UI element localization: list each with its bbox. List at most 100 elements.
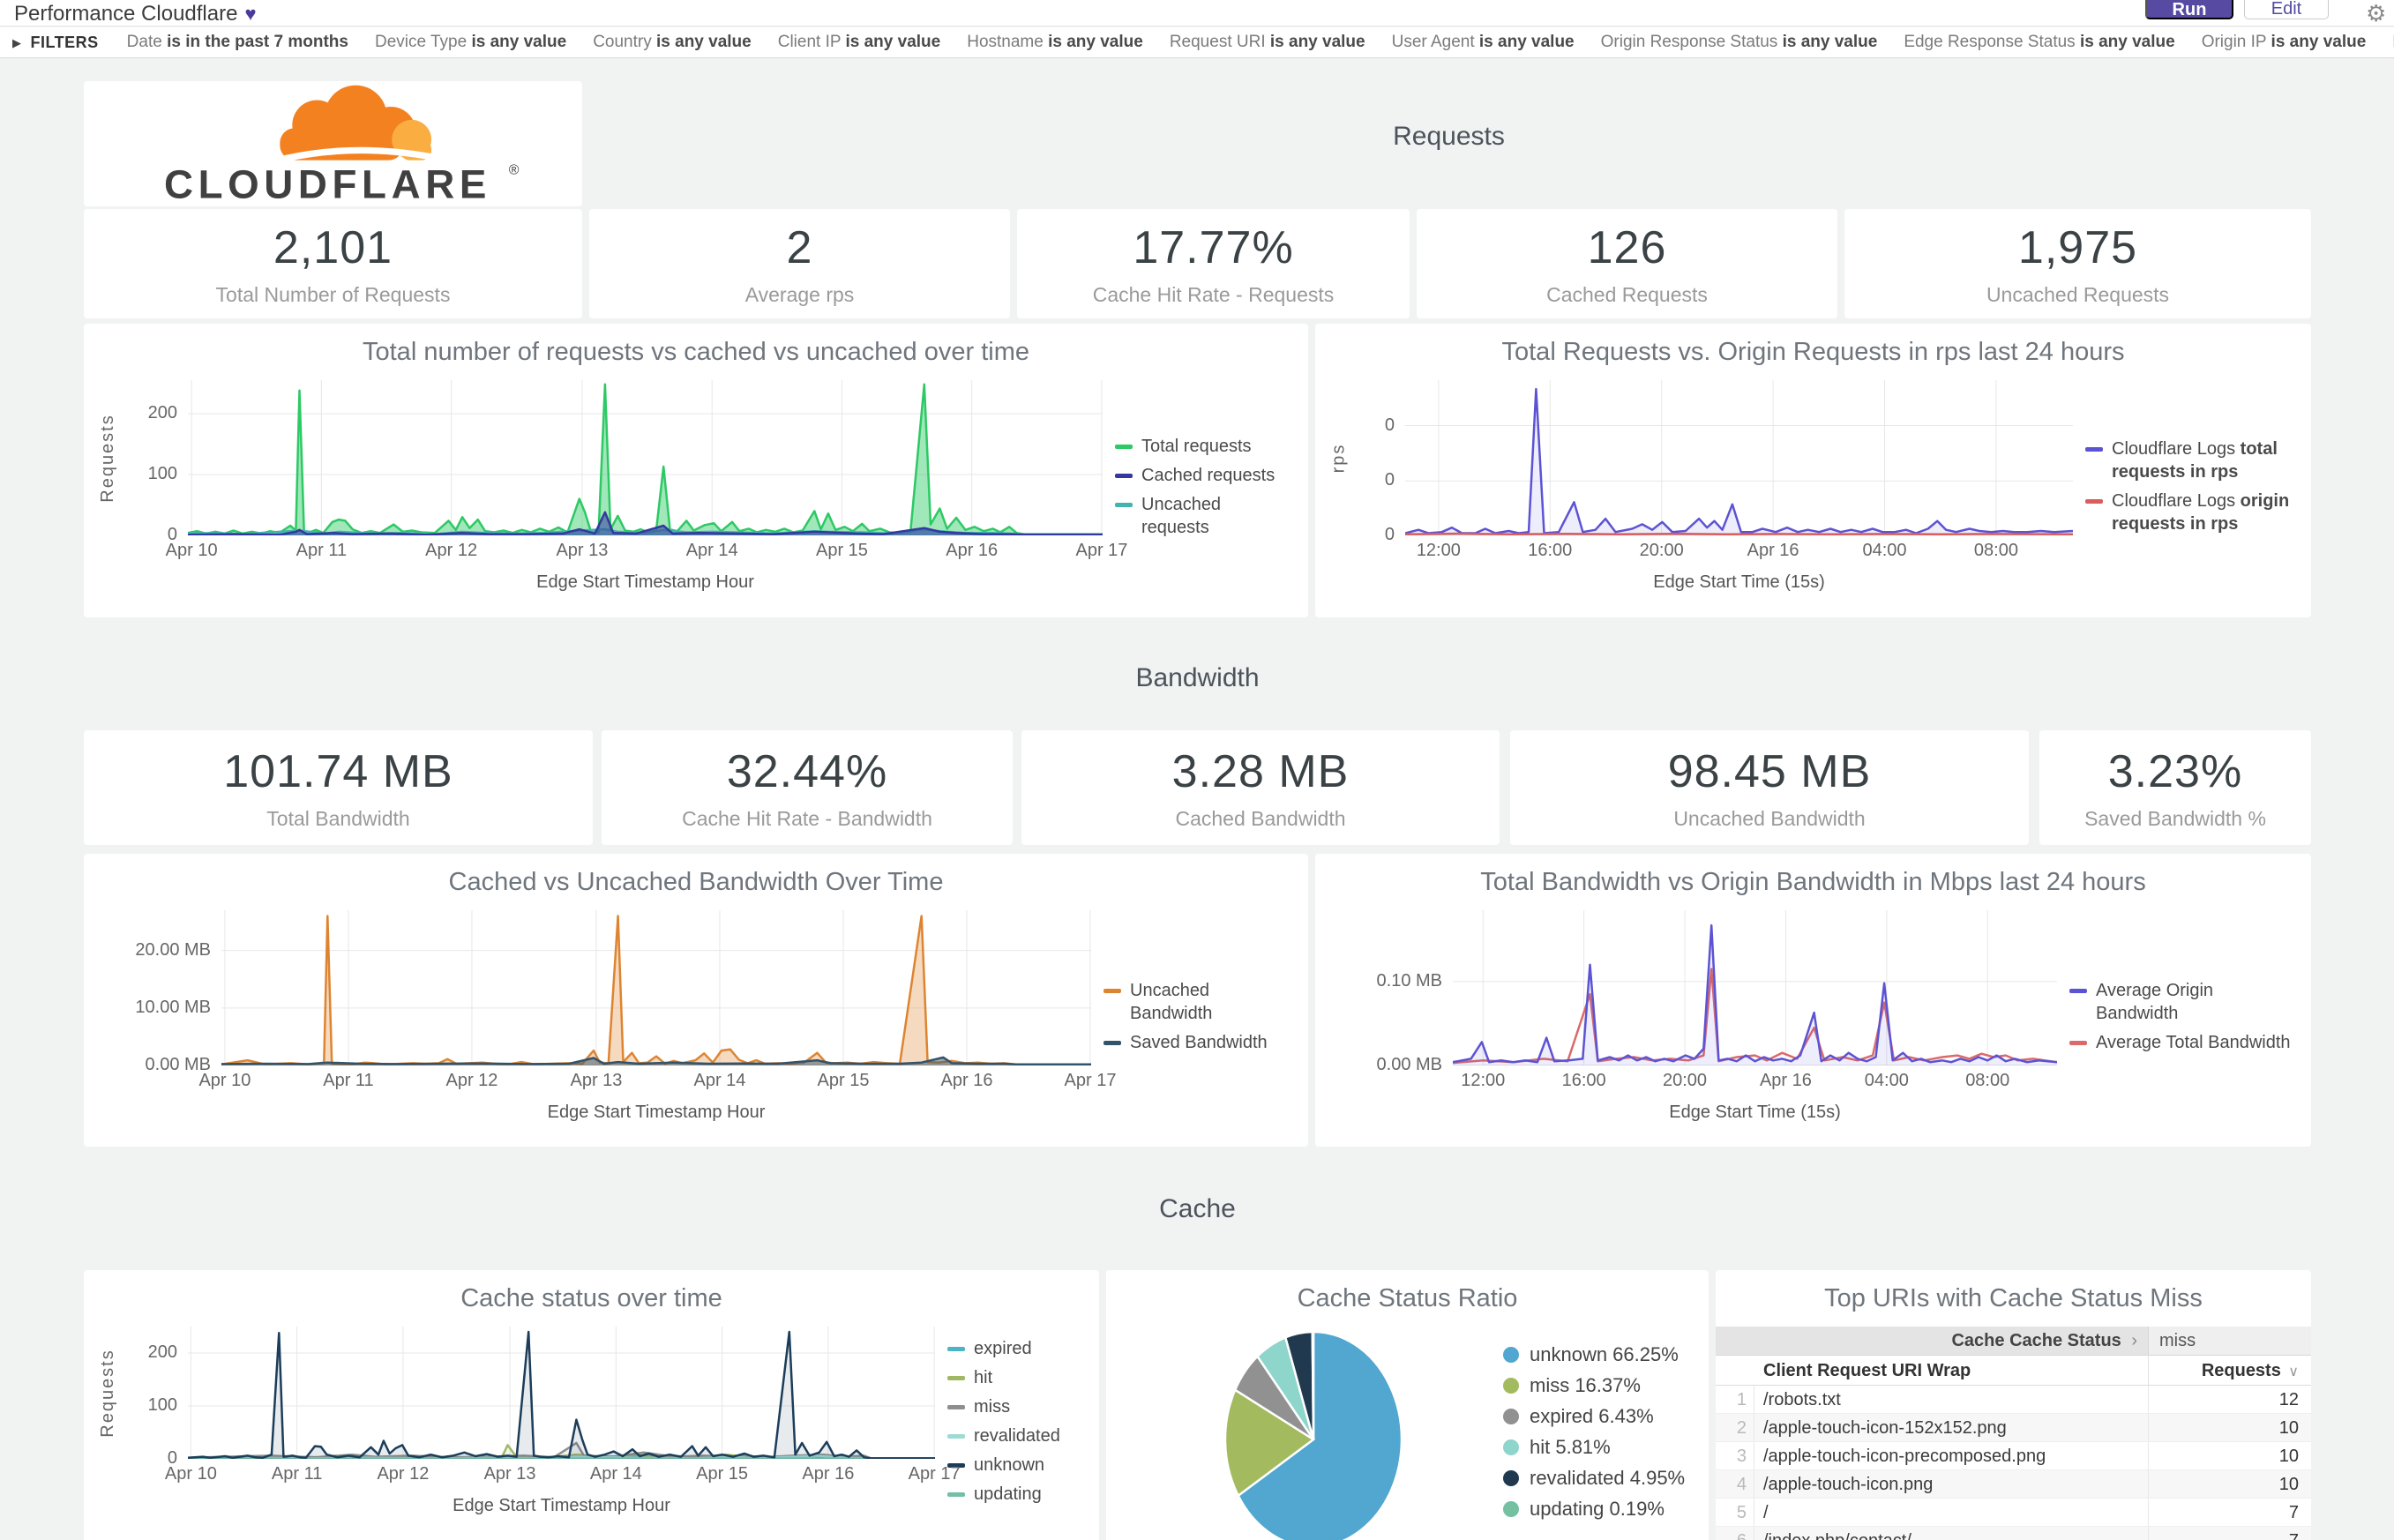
table-row[interactable]: 2/apple-touch-icon-152x152.png 10 [1716, 1414, 2311, 1442]
pie-legend-item-miss: miss 16.37% [1503, 1374, 1685, 1397]
gear-icon[interactable]: ⚙ [2366, 0, 2387, 26]
legend-swatch-icon [947, 1492, 965, 1497]
x-tick-label: Apr 17 [908, 1464, 961, 1484]
filters-toggle[interactable]: ▶ FILTERS [12, 34, 99, 52]
chart-title: Total number of requests vs cached vs un… [363, 338, 1029, 366]
chart-cache-status-over-time: Cache status over time Requests 0 100 200 Apr… [84, 1270, 1099, 1540]
kpi-value: 1,975 [2017, 221, 2138, 273]
legend-item: Average Total Bandwidth [2069, 1031, 2295, 1054]
pie-legend-label: expired 6.43% [1530, 1405, 1654, 1427]
pie-legend-item-expired: expired 6.43% [1503, 1405, 1685, 1428]
x-tick-label: Apr 17 [1075, 541, 1128, 560]
table-header-row: Client Request URI Wrap Requests ∨ [1716, 1356, 2311, 1386]
filter-item-rayid[interactable]: RayID is any valu... [2392, 33, 2394, 51]
filter-item-origin-response-status[interactable]: Origin Response Status is any value [1600, 33, 1878, 51]
legend-label: Cached requests [1141, 465, 1276, 485]
edit-button[interactable]: Edit [2244, 0, 2329, 19]
x-tick-label: Apr 12 [425, 541, 478, 560]
x-tick-label: Apr 14 [589, 1464, 642, 1484]
legend-swatch-icon [947, 1405, 965, 1409]
x-tick-label: 16:00 [1528, 541, 1573, 560]
cell-requests: 7 [2148, 1527, 2311, 1540]
kpi-row-requests: 2,101 Total Number of Requests 2 Average rp… [0, 209, 2394, 318]
kpi-card-total-bandwidth: 101.74 MB Total Bandwidth [84, 730, 593, 845]
y-tick-label: 100 [147, 463, 177, 483]
cell-requests: 10 [2148, 1414, 2311, 1441]
x-tick-label: Apr 10 [165, 541, 218, 560]
table-title: Top URIs with Cache Status Miss [1824, 1284, 2203, 1312]
filter-item-edge-response-status[interactable]: Edge Response Status is any value [1904, 33, 2175, 51]
table-row[interactable]: 6/index.php/contact/7 [1716, 1527, 2311, 1540]
x-axis-ticks: Apr 10 Apr 11 Apr 12 Apr 13 Apr 14 Apr 15 Apr … [165, 1464, 961, 1491]
x-tick-label: Apr 15 [696, 1464, 749, 1484]
kpi-label: Total Number of Requests [215, 282, 451, 306]
legend-item: revalidated [947, 1424, 1083, 1447]
legend-swatch-icon [1115, 444, 1133, 449]
legend-dot-icon [1503, 1347, 1519, 1363]
pie-legend-item-unknown: unknown 66.25% [1503, 1343, 1685, 1366]
legend-item: hit [947, 1366, 1083, 1389]
filter-item-hostname[interactable]: Hostname is any value [967, 33, 1143, 51]
cell-uri: /apple-touch-icon.png [1763, 1475, 1934, 1494]
x-tick-label: 08:00 [1965, 1071, 2010, 1090]
x-axis-title: Edge Start Time (15s) [1669, 1103, 1841, 1122]
table-row[interactable]: 4/apple-touch-icon.png 10 [1716, 1470, 2311, 1499]
filter-item-date[interactable]: Date is in the past 7 months [126, 33, 348, 51]
table-row[interactable]: 1/robots.txt 12 [1716, 1386, 2311, 1414]
x-tick-label: Apr 14 [693, 1071, 746, 1090]
chevron-right-icon: › [2126, 1331, 2137, 1350]
kpi-card-cache-hit-rate-bandwidth: 32.44% Cache Hit Rate - Bandwidth [602, 730, 1013, 845]
x-tick-label: Apr 14 [685, 541, 738, 560]
legend-label: Uncached Bandwidth [1130, 981, 1213, 1023]
legend-label: revalidated [974, 1426, 1060, 1446]
x-tick-label: 16:00 [1561, 1071, 1606, 1090]
chart-requests-rps-24h: Total Requests vs. Origin Requests in rp… [1315, 324, 2311, 617]
filter-item-origin-ip[interactable]: Origin IP is any value [2201, 33, 2367, 51]
pie-legend-label: unknown 66.25% [1530, 1343, 1679, 1365]
table-row[interactable]: 5 / 7 [1716, 1499, 2311, 1527]
kpi-card-uncached-requests: 1,975 Uncached Requests [1844, 209, 2311, 318]
plot-area [221, 910, 1091, 1066]
column-header-requests[interactable]: Requests ∨ [2148, 1356, 2311, 1385]
kpi-value: 126 [1587, 221, 1667, 273]
kpi-card-total-number-of-requests: 2,101 Total Number of Requests [84, 209, 582, 318]
req_time-plot-svg [187, 380, 1103, 536]
filter-item-user-agent[interactable]: User Agent is any value [1391, 33, 1575, 51]
filter-item-client-ip[interactable]: Client IP is any value [777, 33, 941, 51]
filter-item-country[interactable]: Country is any value [593, 33, 752, 51]
kpi-value: 17.77% [1133, 221, 1294, 273]
legend-label: Average Total Bandwidth [2096, 1033, 2291, 1052]
column-header-uri[interactable]: Client Request URI Wrap [1763, 1361, 1971, 1380]
chart-title: Cache Status Ratio [1297, 1284, 1518, 1312]
kpi-label: Uncached Requests [1986, 282, 2170, 306]
table-row[interactable]: 3/apple-touch-icon-precomposed.png 10 [1716, 1442, 2311, 1470]
legend-label: hit [974, 1368, 993, 1387]
section-title-requests: Requests [1393, 122, 1505, 151]
x-axis-ticks: 12:00 16:00 20:00 Apr 16 04:00 08:00 [1453, 1071, 2057, 1097]
filter-item-request-uri[interactable]: Request URI is any value [1169, 33, 1365, 51]
data-table: Cache Cache Status › miss Client Request… [1716, 1327, 2311, 1540]
filter-item-device-type[interactable]: Device Type is any value [374, 33, 567, 51]
chart-bandwidth-over-time: Cached vs Uncached Bandwidth Over Time 0.… [84, 854, 1308, 1147]
y-tick-label: 0 [1384, 470, 1395, 490]
x-tick-label: Apr 15 [815, 541, 868, 560]
plot-area [1404, 380, 2074, 536]
run-button[interactable]: Run [2145, 0, 2233, 19]
kpi-value: 3.28 MB [1171, 745, 1350, 797]
dashboard-canvas: CLOUDFLARE ® Requests Bandwidth Cache 2,… [0, 58, 2394, 1540]
pivot-field-label[interactable]: Cache Cache Status › [1716, 1327, 2148, 1355]
x-tick-label: Apr 11 [271, 1464, 323, 1484]
x-tick-label: 20:00 [1639, 541, 1684, 560]
y-tick-label: 0 [1384, 525, 1395, 544]
legend-swatch-icon [947, 1434, 965, 1439]
pie-slice-miss[interactable] [1223, 1387, 1316, 1498]
cell-uri: / [1763, 1503, 1769, 1522]
legend-label: Average Origin Bandwidth [2096, 981, 2214, 1023]
table-top-uris-cache-miss: Top URIs with Cache Status Miss Cache Ca… [1716, 1270, 2311, 1540]
legend-item: Uncached requests [1115, 493, 1292, 539]
x-axis-title: Edge Start Timestamp Hour [547, 1103, 766, 1122]
x-tick-label: 08:00 [1973, 541, 2018, 560]
pie-slice-unknown[interactable] [1237, 1330, 1403, 1540]
kpi-card-cached-requests: 126 Cached Requests [1417, 209, 1837, 318]
plot-area [1452, 910, 2058, 1066]
